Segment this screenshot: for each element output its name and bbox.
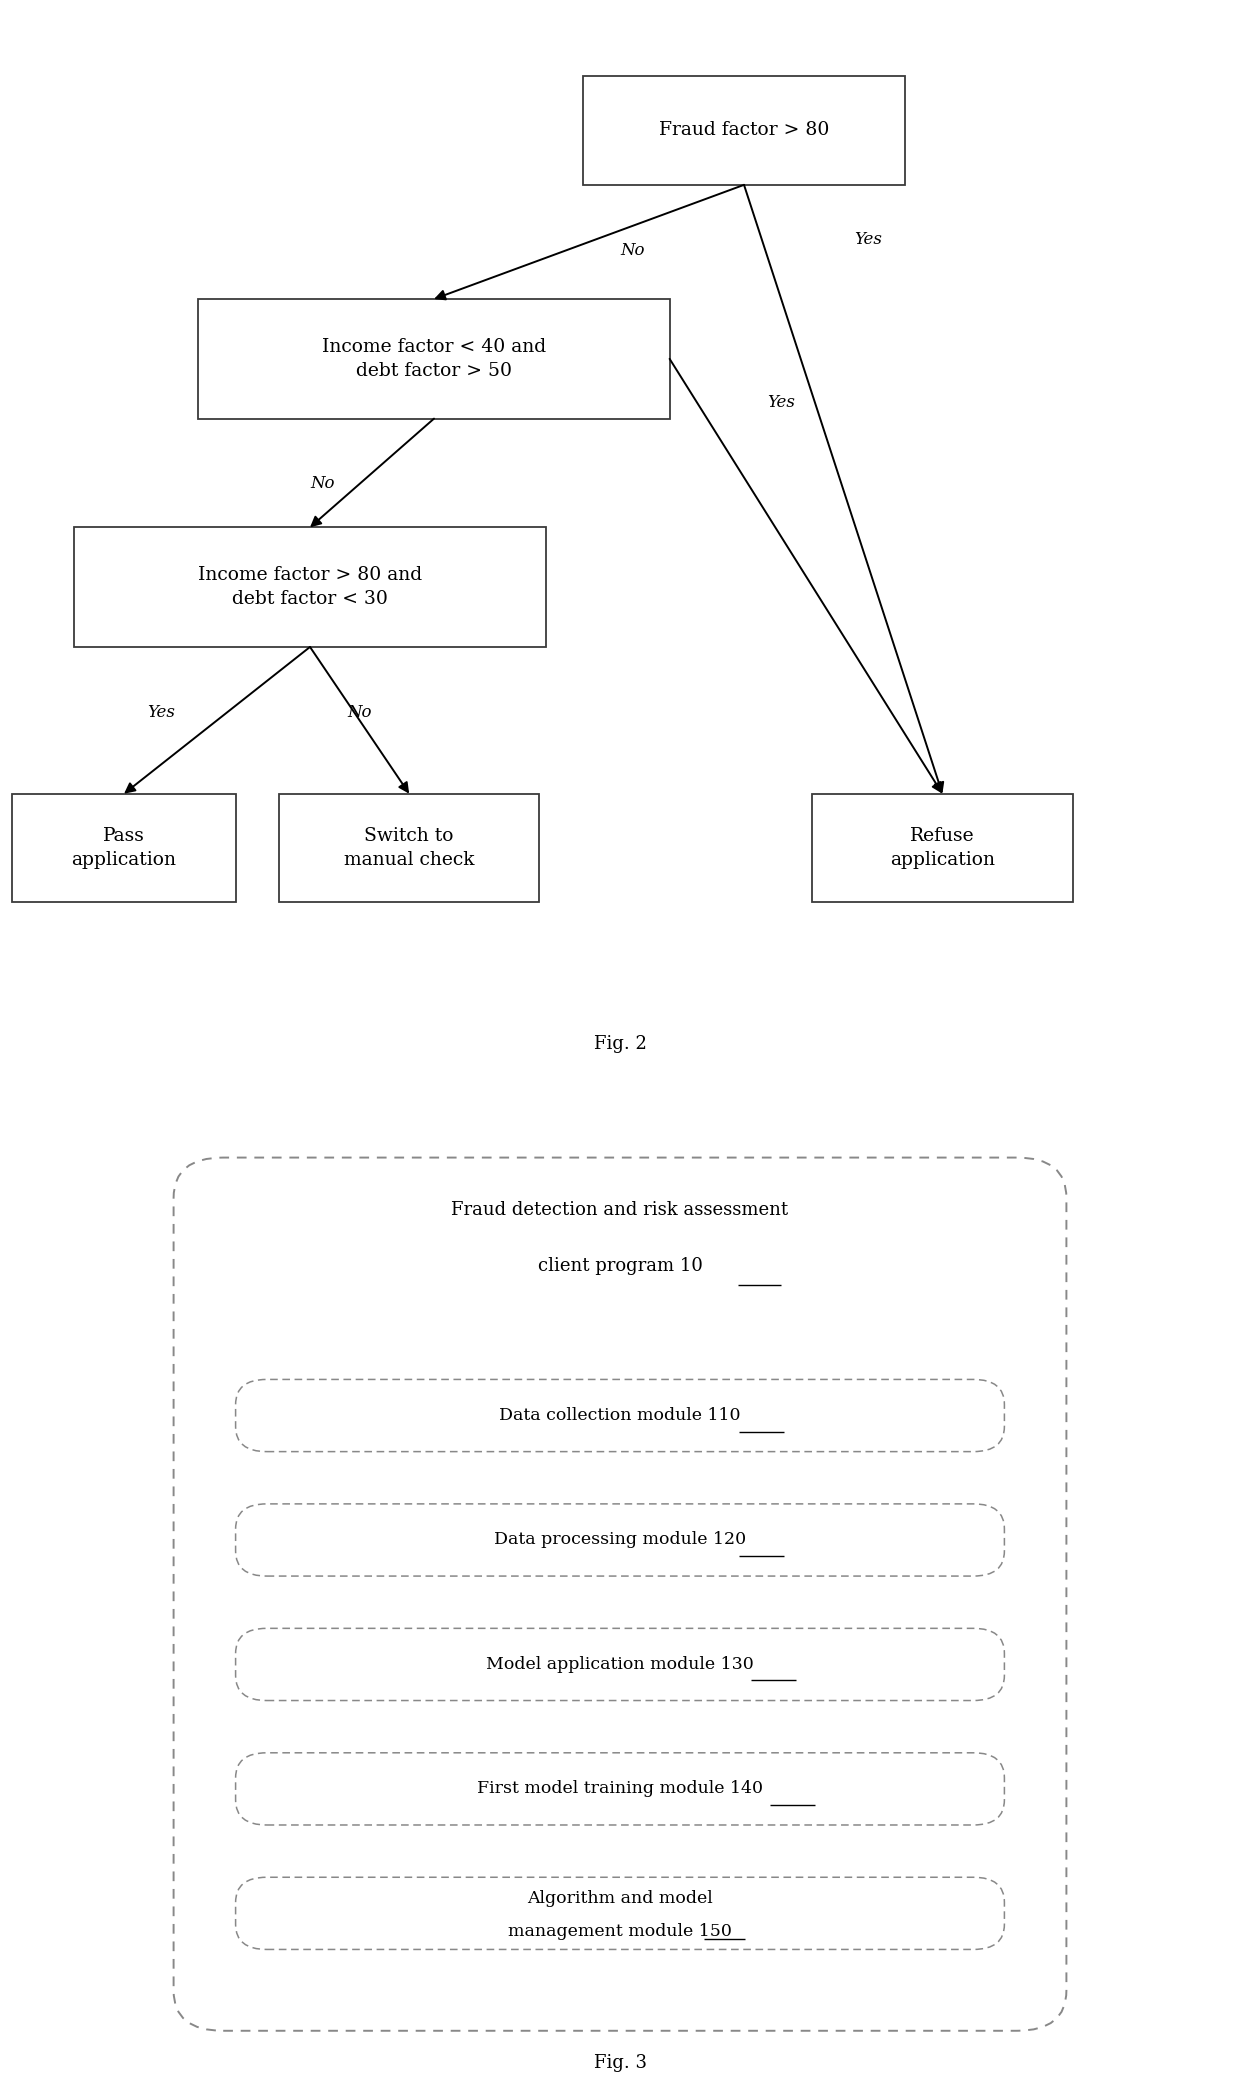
Text: Income factor > 80 and
debt factor < 30: Income factor > 80 and debt factor < 30	[198, 567, 422, 608]
Text: No: No	[310, 475, 335, 491]
FancyBboxPatch shape	[236, 1752, 1004, 1825]
FancyBboxPatch shape	[74, 527, 546, 646]
Text: Income factor < 40 and
debt factor > 50: Income factor < 40 and debt factor > 50	[322, 339, 546, 381]
Text: Yes: Yes	[854, 230, 882, 247]
Text: Data processing module 120: Data processing module 120	[494, 1531, 746, 1549]
Text: management module 150: management module 150	[508, 1924, 732, 1940]
Text: Data collection module 110: Data collection module 110	[500, 1407, 740, 1424]
FancyBboxPatch shape	[812, 795, 1073, 903]
Text: No: No	[347, 705, 372, 721]
FancyBboxPatch shape	[279, 795, 539, 903]
Text: Refuse
application: Refuse application	[890, 828, 994, 870]
Text: First model training module 140: First model training module 140	[477, 1779, 763, 1798]
Text: No: No	[620, 243, 645, 259]
FancyBboxPatch shape	[198, 299, 670, 418]
FancyBboxPatch shape	[174, 1158, 1066, 2030]
Text: Algorithm and model: Algorithm and model	[527, 1890, 713, 1907]
Text: Fraud factor > 80: Fraud factor > 80	[658, 121, 830, 140]
Text: Switch to
manual check: Switch to manual check	[343, 828, 475, 870]
Text: Fig. 3: Fig. 3	[594, 2053, 646, 2072]
FancyBboxPatch shape	[236, 1629, 1004, 1700]
Text: Fraud detection and risk assessment: Fraud detection and risk assessment	[451, 1200, 789, 1219]
Text: Pass
application: Pass application	[72, 828, 176, 870]
Text: Fig. 2: Fig. 2	[594, 1035, 646, 1054]
Text: Model application module 130: Model application module 130	[486, 1656, 754, 1673]
Text: Yes: Yes	[148, 705, 175, 721]
Text: client program 10: client program 10	[538, 1257, 702, 1276]
Text: Yes: Yes	[768, 393, 795, 410]
FancyBboxPatch shape	[12, 795, 236, 903]
FancyBboxPatch shape	[236, 1380, 1004, 1451]
FancyBboxPatch shape	[236, 1878, 1004, 1949]
FancyBboxPatch shape	[236, 1503, 1004, 1577]
FancyBboxPatch shape	[583, 75, 905, 184]
